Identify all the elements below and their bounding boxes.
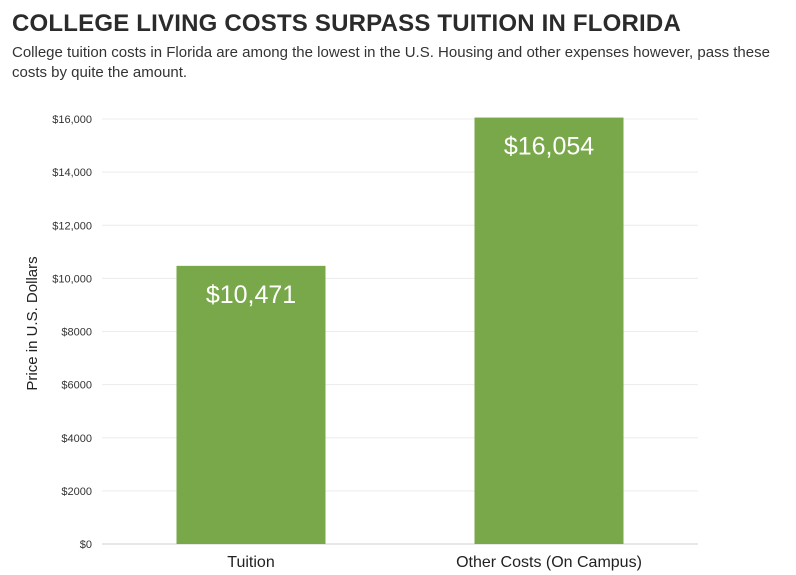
x-category-label: Tuition [227, 554, 274, 571]
y-axis-ticks: $0 $2000 $4000 $6000 $8000 $10,000 $12,000 $14,… [52, 114, 92, 551]
bar-other-costs-on-campus [474, 117, 624, 545]
chart-title: COLLEGE LIVING COSTS SURPASS TUITION IN … [12, 10, 681, 37]
bars [176, 117, 624, 545]
y-tick-label: $8000 [61, 327, 92, 339]
y-tick-label: $6000 [61, 380, 92, 392]
bar-tuition [176, 265, 326, 544]
y-tick-label: $2000 [61, 486, 92, 498]
data-label: $10,471 [206, 281, 296, 309]
y-tick-label: $12,000 [52, 220, 92, 232]
data-labels: $10,471 $16,054 [206, 133, 594, 309]
data-label: $16,054 [504, 133, 594, 161]
y-tick-label: $10,000 [52, 273, 92, 285]
chart-subtitle: College tuition costs in Florida are amo… [12, 44, 770, 81]
y-tick-label: $0 [80, 539, 92, 551]
y-tick-label: $16,000 [52, 114, 92, 126]
y-axis-title: Price in U.S. Dollars [24, 256, 41, 390]
x-category-label: Other Costs (On Campus) [456, 554, 642, 571]
x-axis-categories: Tuition Other Costs (On Campus) [227, 554, 642, 571]
y-tick-label: $4000 [61, 433, 92, 445]
y-tick-label: $14,000 [52, 167, 92, 179]
